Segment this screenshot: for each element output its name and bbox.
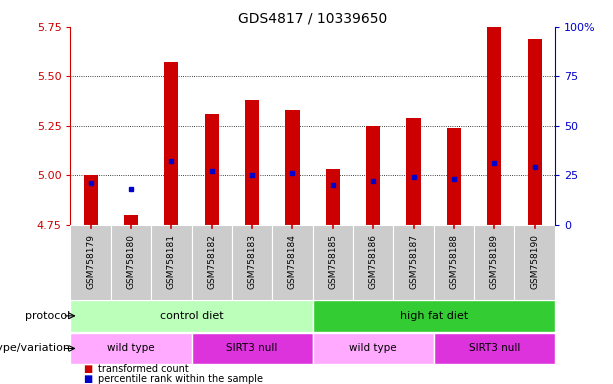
Bar (124, 215, 138, 225)
Bar (313, 333, 434, 364)
Text: GSM758189: GSM758189 (490, 233, 499, 289)
Bar (245, 100, 259, 225)
Bar (205, 114, 219, 225)
Bar (191, 333, 313, 364)
Bar (272, 225, 313, 300)
Text: transformed count: transformed count (98, 364, 189, 374)
Bar (406, 118, 421, 225)
Text: ■: ■ (83, 364, 92, 374)
Bar (353, 225, 394, 300)
Text: ■: ■ (83, 374, 92, 384)
Text: GSM758186: GSM758186 (368, 233, 378, 289)
Text: wild type: wild type (349, 343, 397, 354)
Text: GSM758188: GSM758188 (449, 233, 459, 289)
Bar (474, 225, 514, 300)
Bar (70, 300, 313, 331)
Text: genotype/variation: genotype/variation (0, 343, 70, 354)
Bar (83, 175, 97, 225)
Bar (433, 333, 555, 364)
Text: SIRT3 null: SIRT3 null (468, 343, 520, 354)
Text: GSM758185: GSM758185 (329, 233, 337, 289)
Bar (191, 225, 232, 300)
Bar (313, 225, 353, 300)
Text: percentile rank within the sample: percentile rank within the sample (98, 374, 263, 384)
Bar (366, 126, 380, 225)
Text: GSM758180: GSM758180 (126, 233, 135, 289)
Text: GSM758190: GSM758190 (530, 233, 539, 289)
Bar (528, 39, 542, 225)
Bar (70, 225, 111, 300)
Text: control diet: control diet (160, 311, 223, 321)
Bar (514, 225, 555, 300)
Title: GDS4817 / 10339650: GDS4817 / 10339650 (238, 12, 387, 26)
Text: high fat diet: high fat diet (400, 311, 468, 321)
Bar (447, 128, 461, 225)
Bar (70, 333, 191, 364)
Bar (433, 225, 474, 300)
Bar (286, 110, 300, 225)
Bar (487, 27, 501, 225)
Bar (232, 225, 272, 300)
Text: SIRT3 null: SIRT3 null (226, 343, 278, 354)
Text: GSM758181: GSM758181 (167, 233, 176, 289)
Bar (164, 63, 178, 225)
Text: wild type: wild type (107, 343, 155, 354)
Text: GSM758183: GSM758183 (248, 233, 257, 289)
Text: GSM758184: GSM758184 (288, 233, 297, 288)
Text: GSM758179: GSM758179 (86, 233, 95, 289)
Bar (394, 225, 434, 300)
Bar (313, 300, 555, 331)
Text: GSM758187: GSM758187 (409, 233, 418, 289)
Text: protocol: protocol (25, 311, 70, 321)
Bar (151, 225, 191, 300)
Bar (111, 225, 151, 300)
Text: GSM758182: GSM758182 (207, 233, 216, 288)
Bar (326, 169, 340, 225)
